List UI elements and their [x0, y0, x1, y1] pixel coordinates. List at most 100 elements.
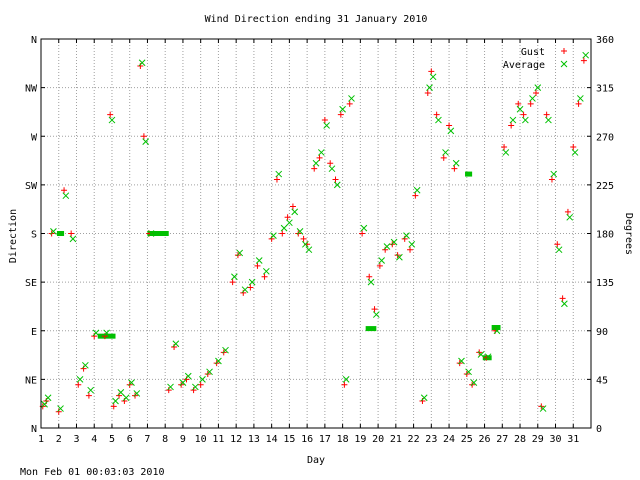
gust-point	[279, 230, 286, 237]
gust-point	[564, 208, 571, 215]
average-point	[465, 368, 472, 376]
average-point	[493, 327, 501, 335]
gust-point	[508, 122, 515, 129]
x-tick-label: 11	[212, 434, 224, 445]
y-tick-label-left: NE	[25, 375, 37, 386]
average-point	[522, 116, 529, 124]
average-point	[62, 192, 70, 200]
average-point	[339, 105, 346, 113]
average-point	[582, 51, 590, 59]
average-point	[82, 361, 89, 369]
x-tick-label: 19	[354, 434, 366, 445]
gust-point	[424, 90, 431, 97]
average-point	[122, 394, 130, 402]
gust-point	[261, 273, 268, 280]
average-point	[360, 224, 368, 232]
gust-point	[311, 165, 318, 172]
y-tick-label-left: N	[31, 35, 37, 46]
average-point	[396, 253, 403, 261]
x-tick-label: 15	[283, 434, 295, 445]
x-tick-label: 26	[479, 434, 491, 445]
average-band	[147, 231, 169, 236]
grid-layer	[41, 39, 591, 428]
gust-point	[273, 176, 280, 183]
gust-point	[85, 392, 92, 399]
average-point	[44, 394, 52, 402]
gust-point	[321, 117, 328, 124]
average-point	[435, 116, 442, 124]
average-point	[378, 257, 385, 264]
average-point	[328, 165, 336, 173]
y-tick-label-right: 45	[596, 375, 608, 386]
average-point	[305, 246, 313, 254]
x-tick-label: 25	[461, 434, 473, 445]
x-tick-label: 23	[425, 434, 437, 445]
y-tick-label-right: 360	[596, 35, 614, 46]
gust-point	[229, 279, 236, 286]
average-point	[50, 227, 57, 235]
average-point	[502, 149, 510, 156]
x-tick-label: 22	[408, 434, 420, 445]
band-layer	[56, 171, 501, 361]
average-point	[108, 116, 116, 124]
x-tick-label: 4	[91, 434, 97, 445]
average-point	[561, 300, 568, 308]
gust-point	[300, 235, 307, 242]
x-tick-label: 10	[195, 434, 207, 445]
average-point	[179, 379, 187, 386]
gust-point	[371, 306, 378, 313]
average-point	[529, 95, 536, 102]
gust-point	[559, 295, 566, 302]
y-tick-label-left: SW	[25, 181, 38, 192]
gust-point	[68, 230, 75, 237]
gust-point	[515, 100, 522, 107]
gust-point	[501, 144, 508, 151]
average-point	[323, 122, 330, 129]
average-point	[312, 159, 320, 167]
x-tick-label: 14	[266, 434, 278, 445]
gust-point	[527, 100, 534, 107]
average-point	[103, 329, 110, 337]
average-point	[57, 405, 64, 412]
average-point	[484, 353, 492, 361]
average-point	[192, 383, 199, 391]
y-tick-label-left: E	[31, 327, 37, 338]
average-point	[286, 219, 293, 227]
gust-point	[428, 68, 435, 75]
legend-marker-gust	[561, 48, 567, 54]
gust-point	[580, 57, 587, 64]
gust-point	[520, 111, 527, 118]
x-tick-label: 16	[301, 434, 313, 445]
average-point	[571, 149, 579, 156]
average-point	[291, 208, 299, 216]
gust-point	[332, 176, 339, 183]
gust-point	[446, 122, 453, 129]
average-point	[270, 232, 277, 240]
average-band	[56, 231, 65, 236]
gust-point	[346, 100, 353, 107]
x-tick-label: 6	[127, 434, 133, 445]
average-point	[534, 84, 542, 91]
legend: Gust Average	[503, 47, 568, 71]
gust-point	[341, 381, 348, 388]
average-point	[280, 224, 288, 232]
gust-point	[254, 262, 261, 269]
y-tick-label-left: NW	[25, 84, 38, 95]
average-point	[199, 376, 206, 383]
gust-point	[543, 111, 550, 118]
gust-point	[554, 241, 561, 248]
average-point	[429, 73, 437, 81]
average-point	[577, 95, 584, 102]
tick-layer: 1 2 3 4 5 6 7 8 9 10 11 12 13 14 15 16 17 18 19 20 21 22 23 24 2…	[25, 35, 614, 445]
average-point	[420, 394, 428, 402]
x-axis-label: Day	[307, 455, 325, 466]
y-tick-label-left: N	[31, 424, 37, 435]
y-tick-label-left: SE	[25, 278, 37, 289]
average-point	[342, 376, 350, 383]
plot-frame	[40, 38, 592, 429]
average-point	[236, 249, 244, 257]
gust-point	[284, 214, 291, 221]
gust-point	[247, 284, 254, 291]
x-tick-label: 5	[109, 434, 115, 445]
x-tick-label: 29	[532, 434, 544, 445]
